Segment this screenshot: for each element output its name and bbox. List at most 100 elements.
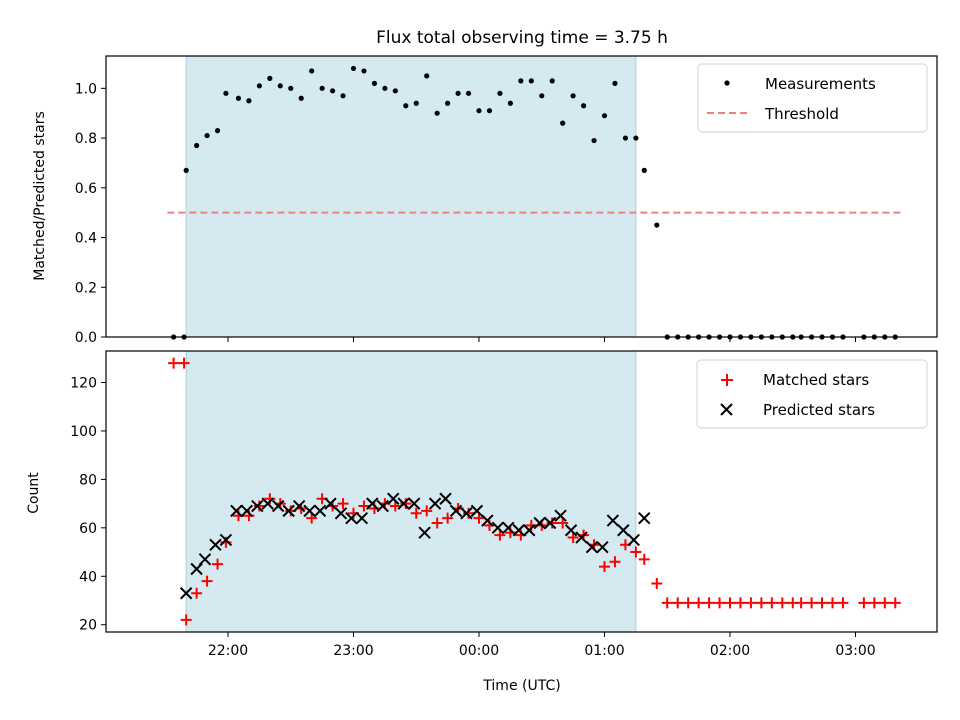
- predicted-point: [303, 504, 316, 518]
- measurement-point: [329, 88, 336, 94]
- matched-point: [879, 597, 891, 609]
- matched-point: [703, 597, 715, 609]
- predicted-point: [387, 492, 400, 505]
- predicted-point: [512, 524, 525, 537]
- matched-point: [473, 512, 485, 524]
- matched-point: [421, 505, 433, 517]
- bottom-axes-frame: [105, 350, 938, 633]
- measurement-point: [486, 108, 493, 114]
- predicted-point: [198, 553, 212, 566]
- predicted-point: [606, 514, 620, 527]
- matched-point: [253, 500, 265, 512]
- measurement-point: [507, 100, 513, 106]
- predicted-point: [219, 533, 233, 547]
- predicted-point: [407, 497, 421, 510]
- predicted-point: [554, 509, 567, 522]
- x-tick-label: 22:00: [208, 643, 248, 659]
- measurement-point: [413, 100, 419, 106]
- measurement-point: [371, 80, 378, 86]
- predicted-point: [502, 521, 515, 535]
- matched-point: [358, 500, 370, 512]
- top-legend-box: [697, 63, 928, 133]
- top-y-tick-label: 0.6: [75, 181, 97, 197]
- measurement-point: [288, 85, 294, 91]
- predicted-point: [533, 516, 546, 530]
- measurement-point: [277, 83, 283, 89]
- predicted-point: [376, 499, 389, 513]
- matched-point: [661, 597, 673, 609]
- matched-point: [638, 553, 650, 565]
- predicted-point: [345, 511, 358, 525]
- matched-point: [599, 561, 611, 573]
- matched-point: [651, 578, 663, 590]
- matched-point: [400, 498, 412, 510]
- matched-point: [776, 597, 788, 609]
- measurement-point: [382, 85, 388, 91]
- matched-point: [734, 597, 746, 609]
- top-axes-frame: [105, 55, 938, 338]
- matched-point: [337, 498, 349, 510]
- legend-measurements-label: Measurements: [765, 75, 876, 93]
- predicted-point: [313, 504, 327, 518]
- x-axis-label: Time (UTC): [482, 678, 560, 694]
- predicted-point: [397, 497, 410, 510]
- measurement-point: [465, 90, 472, 96]
- measurement-point: [641, 167, 647, 173]
- measurement-point: [340, 93, 346, 99]
- bottom-y-tick-label: 100: [70, 424, 97, 440]
- measurement-point: [223, 90, 229, 96]
- measurement-point: [350, 65, 357, 72]
- observing-window-shade: [185, 350, 637, 633]
- measurement-point: [455, 90, 461, 96]
- observing-window-shade: [185, 55, 637, 338]
- measurement-point: [654, 222, 660, 228]
- matched-point: [178, 357, 190, 369]
- predicted-point: [240, 504, 254, 518]
- legend-threshold-label: Threshold: [764, 105, 839, 123]
- predicted-point: [334, 507, 348, 520]
- predicted-point: [617, 524, 630, 537]
- predicted-point: [282, 504, 295, 518]
- measurement-point: [392, 88, 398, 94]
- measurement-point: [612, 80, 618, 86]
- bottom-y-tick-label: 120: [70, 375, 97, 391]
- chart-title: Flux total observing time = 3.75 h: [376, 28, 668, 48]
- matched-point: [889, 597, 901, 609]
- bottom-panel-counts: Count Matched stars Predicted stars 20 40…: [26, 350, 938, 659]
- matched-point: [724, 597, 736, 609]
- matched-point: [180, 614, 192, 626]
- predicted-point: [271, 499, 285, 513]
- top-y-tick-label: 1.0: [75, 81, 97, 97]
- matched-point: [546, 517, 558, 529]
- matched-point: [442, 512, 454, 524]
- predicted-point: [179, 587, 193, 600]
- measurement-point: [580, 103, 587, 109]
- measurement-point: [476, 108, 482, 114]
- top-y-tick-label: 0.2: [75, 280, 97, 296]
- top-y-tick-label: 0.0: [75, 330, 97, 346]
- legend-predicted-marker: [720, 403, 733, 416]
- legend-matched-label: Matched stars: [763, 371, 869, 389]
- matched-point: [191, 587, 203, 599]
- legend-measurements-marker: [724, 80, 730, 86]
- bottom-y-tick-label: 80: [79, 472, 97, 488]
- measurement-point: [560, 120, 566, 126]
- measurement-point: [214, 128, 221, 134]
- measurement-point: [570, 93, 576, 99]
- bottom-legend-box: [696, 359, 928, 429]
- predicted-point: [481, 514, 494, 527]
- measurement-point: [539, 93, 545, 99]
- x-tick-label: 23:00: [333, 643, 373, 659]
- predicted-point: [230, 504, 243, 518]
- predicted-point: [627, 533, 640, 547]
- measurement-point: [591, 137, 597, 144]
- matched-point: [463, 507, 475, 519]
- measurement-point: [267, 75, 273, 81]
- predicted-point: [585, 541, 599, 554]
- predicted-point: [575, 531, 588, 544]
- measurement-point: [549, 78, 555, 84]
- measurement-point: [361, 68, 367, 74]
- top-y-tick-label: 0.8: [75, 131, 97, 147]
- matched-point: [682, 597, 694, 609]
